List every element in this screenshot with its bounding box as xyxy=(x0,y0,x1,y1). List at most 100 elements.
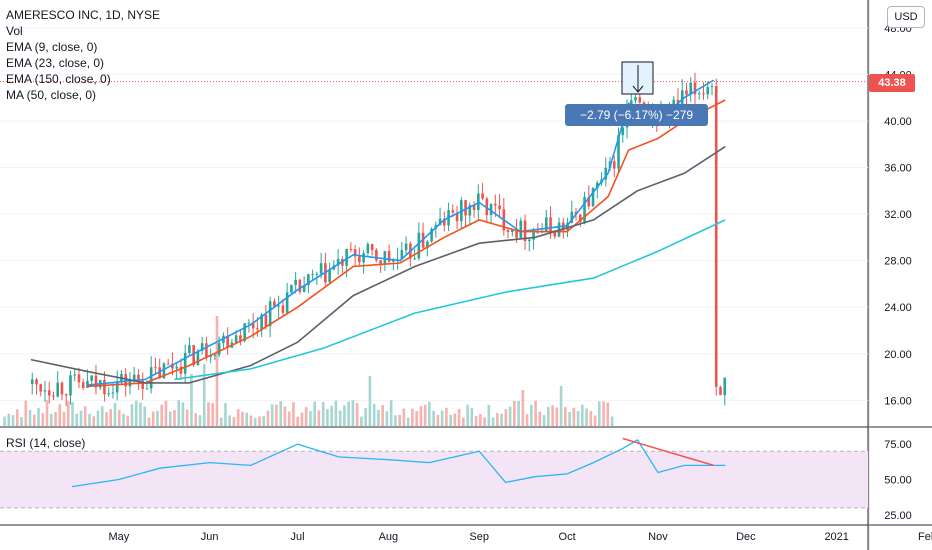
candle-body xyxy=(404,243,408,251)
volume-bar xyxy=(602,401,605,426)
candle-body xyxy=(260,314,263,329)
time-tick-label: Jun xyxy=(201,531,219,543)
candle-body xyxy=(81,382,85,388)
volume-bar xyxy=(92,416,96,426)
volume-bar xyxy=(309,411,312,426)
candle-body xyxy=(239,335,242,342)
volume-bar xyxy=(177,400,181,426)
candle-body xyxy=(438,218,442,225)
volume-bar xyxy=(598,401,601,426)
volume-bar xyxy=(440,410,444,426)
candle-body xyxy=(196,350,200,366)
legend-ema150[interactable]: EMA (150, close, 0) xyxy=(6,72,111,86)
volume-bar xyxy=(253,417,257,426)
volume-bar xyxy=(45,400,49,426)
volume-bar xyxy=(126,415,130,426)
legend-ema9[interactable]: EMA (9, close, 0) xyxy=(6,40,98,54)
candle-body xyxy=(549,217,552,232)
volume-bar xyxy=(364,408,367,426)
candle-body xyxy=(498,205,501,210)
volume-bar xyxy=(593,415,597,426)
candle-body xyxy=(383,251,387,265)
candle-body xyxy=(680,90,684,106)
time-tick-label: May xyxy=(108,531,129,543)
volume-bar xyxy=(457,408,461,426)
volume-bar xyxy=(71,402,74,426)
price-tick-label: 48.00 xyxy=(884,23,912,35)
candle-body xyxy=(723,377,727,396)
time-tick-label: Aug xyxy=(379,531,399,543)
candle-body xyxy=(366,244,370,254)
volume-bar xyxy=(20,417,23,426)
candle-body xyxy=(175,366,178,369)
candle-body xyxy=(719,386,722,396)
volume-bar xyxy=(181,402,185,426)
volume-bar xyxy=(219,417,223,426)
rsi-legend[interactable]: RSI (14, close) xyxy=(6,436,86,450)
candle-body xyxy=(311,274,314,276)
volume-bar xyxy=(479,413,482,426)
candle-body xyxy=(111,392,115,394)
volume-bar xyxy=(37,408,40,426)
candle-body xyxy=(477,193,480,210)
volume-bar xyxy=(134,400,138,426)
candle-body xyxy=(528,239,531,242)
volume-bar xyxy=(568,411,571,426)
volume-bar xyxy=(313,401,316,426)
candle-body xyxy=(60,382,64,395)
candle-body xyxy=(638,97,642,103)
price-tick-label: 20.00 xyxy=(884,349,912,361)
candle-body xyxy=(141,380,144,389)
volume-bar xyxy=(500,413,503,426)
candle-body xyxy=(179,366,183,374)
time-tick-label: Feb xyxy=(918,531,932,543)
volume-bar xyxy=(436,414,440,426)
volume-bar xyxy=(130,404,134,426)
volume-bar xyxy=(228,415,232,426)
candle-body xyxy=(188,345,191,353)
volume-bar xyxy=(606,402,610,426)
volume-bar xyxy=(525,414,529,426)
legend-ma50[interactable]: MA (50, close, 0) xyxy=(6,88,97,102)
candle-body xyxy=(553,231,557,237)
volume-bar xyxy=(368,376,372,426)
candle-body xyxy=(277,305,280,307)
candle-body xyxy=(468,205,472,216)
volume-bar xyxy=(296,416,299,426)
rsi-line xyxy=(71,439,726,488)
candle-body xyxy=(358,256,361,263)
volume-bar xyxy=(287,411,291,426)
candle-body xyxy=(379,260,382,265)
ma50-line xyxy=(30,145,726,384)
candle-body xyxy=(464,200,467,216)
currency-button[interactable]: USD xyxy=(887,6,925,28)
volume-bar xyxy=(555,407,559,426)
legend-vol[interactable]: Vol xyxy=(6,24,23,38)
volume-bar xyxy=(326,409,329,426)
candle-body xyxy=(612,161,616,169)
volume-bar xyxy=(585,408,588,426)
legend-title[interactable]: AMERESCO INC, 1D, NYSE xyxy=(6,8,161,22)
volume-bar xyxy=(351,400,355,426)
rsi-trendline xyxy=(622,437,714,467)
volume-bar xyxy=(530,404,533,426)
volume-bar xyxy=(11,415,15,426)
candle-body xyxy=(345,248,348,266)
volume-bar xyxy=(462,417,465,426)
volume-bar xyxy=(194,413,198,426)
legend-ema23[interactable]: EMA (23, close, 0) xyxy=(6,56,105,70)
candle-body xyxy=(617,135,620,169)
volume-bar xyxy=(270,404,274,426)
volume-bar xyxy=(321,401,325,426)
price-tick-label: 36.00 xyxy=(884,163,912,175)
ema150-line xyxy=(174,219,726,381)
volume-bar xyxy=(487,404,491,426)
volume-bar xyxy=(470,408,474,426)
volume-bar xyxy=(109,409,113,426)
volume-bar xyxy=(300,412,304,426)
candle-body xyxy=(604,167,608,180)
volume-bar xyxy=(143,406,147,426)
volume-bar xyxy=(547,406,550,426)
candle-body xyxy=(302,285,306,292)
